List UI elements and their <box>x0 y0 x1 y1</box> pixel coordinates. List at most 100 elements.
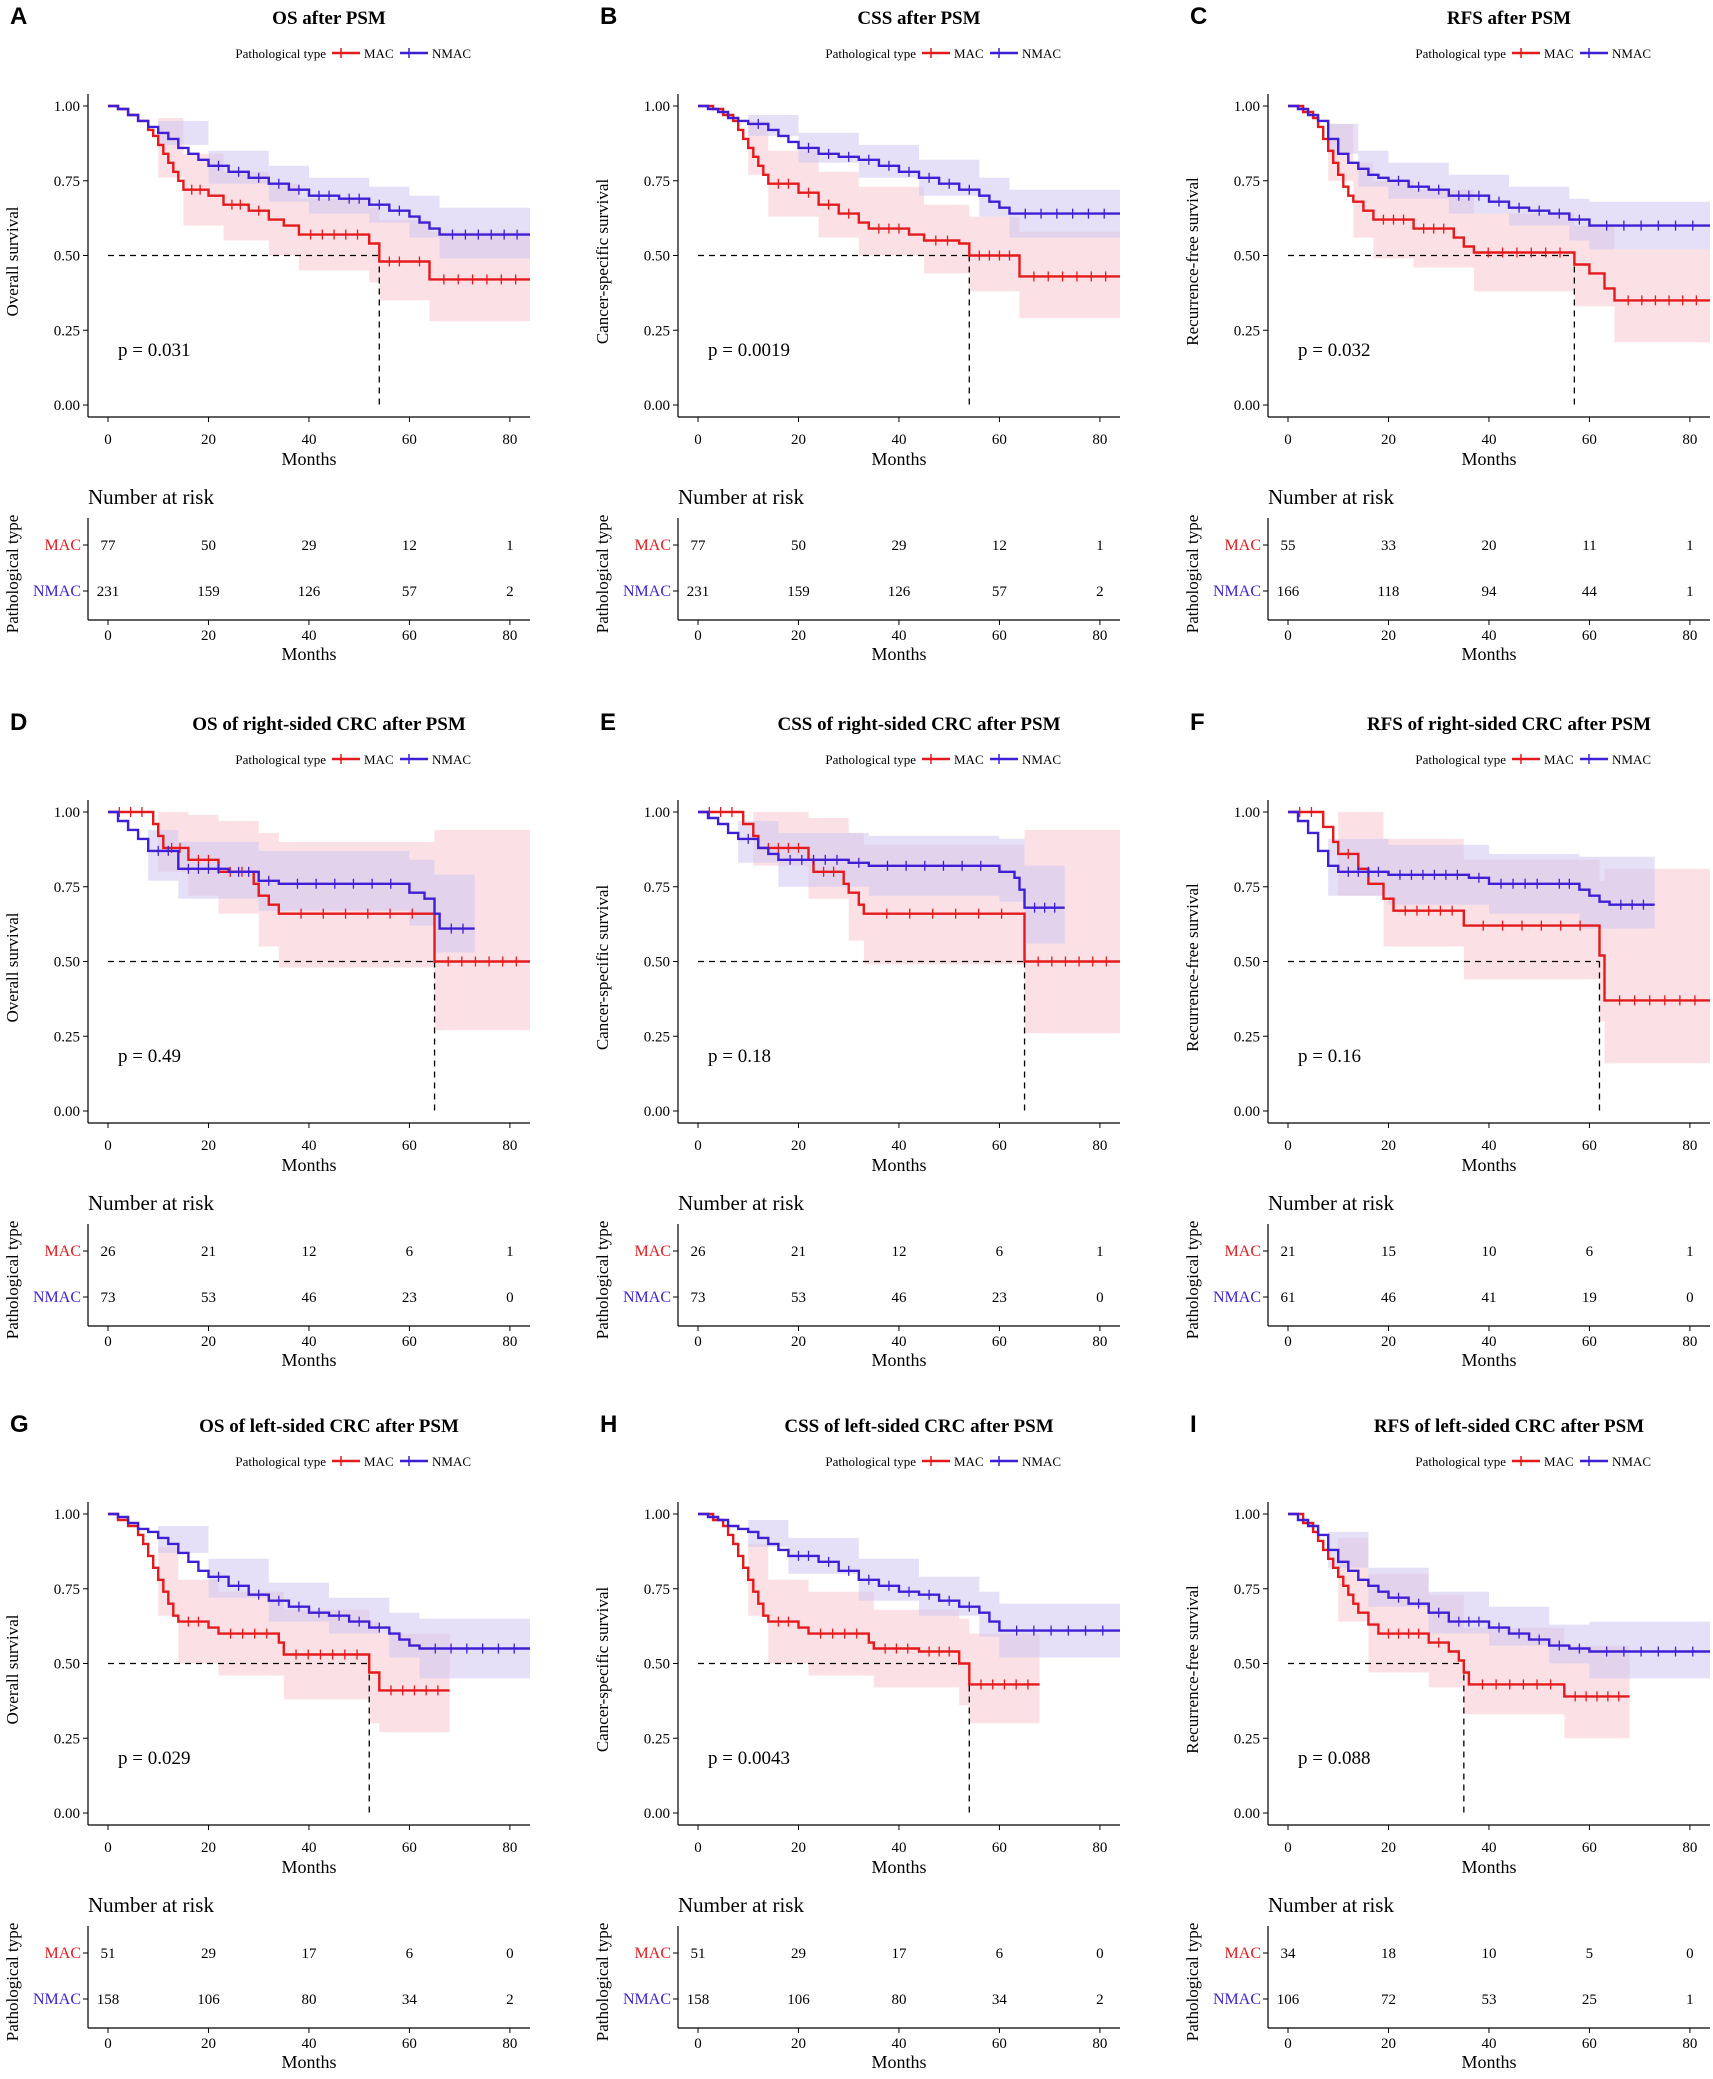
risk-x-tick-label: 20 <box>201 628 216 644</box>
y-tick-label: 0.00 <box>54 398 80 414</box>
risk-cell-mac: 21 <box>201 1244 216 1260</box>
legend-mac-label: MAC <box>364 752 394 767</box>
y-tick-label: 0.25 <box>1234 323 1260 339</box>
x-axis-label: Months <box>871 1155 926 1175</box>
legend-title: Pathological type <box>235 752 326 767</box>
y-tick-label: 0.75 <box>1234 880 1260 896</box>
y-tick-label: 1.00 <box>1234 1507 1260 1523</box>
risk-row-label-nmac: NMAC <box>623 583 671 600</box>
risk-cell-nmac: 166 <box>1277 584 1300 600</box>
censor-marks-mac <box>187 1616 439 1696</box>
censor-marks-nmac <box>217 160 518 240</box>
risk-table-title: Number at risk <box>1268 1893 1394 1917</box>
risk-cell-mac: 20 <box>1481 538 1496 554</box>
risk-x-tick-label: 80 <box>1682 2036 1697 2052</box>
risk-cell-mac: 10 <box>1481 1946 1496 1962</box>
y-tick-label: 0.00 <box>644 1104 670 1120</box>
legend-nmac-label: NMAC <box>1612 752 1651 767</box>
risk-x-tick-label: 0 <box>694 1334 702 1350</box>
km-curve-nmac <box>698 810 1065 909</box>
risk-cell-nmac: 73 <box>101 1290 116 1306</box>
risk-cell-nmac: 23 <box>992 1290 1007 1306</box>
risk-cell-mac: 12 <box>992 538 1007 554</box>
risk-cell-mac: 29 <box>891 538 906 554</box>
panel-g: G OS of left-sided CRC after PSM Pathologi… <box>3 1411 530 2072</box>
y-tick-label: 0.25 <box>644 1029 670 1045</box>
y-tick-label: 0.50 <box>644 955 670 971</box>
risk-x-tick-label: 20 <box>1381 2036 1396 2052</box>
panel-letter: F <box>1190 709 1205 736</box>
x-tick-label: 20 <box>1381 1138 1396 1154</box>
y-tick-label: 0.25 <box>1234 1731 1260 1747</box>
risk-x-tick-label: 40 <box>891 628 906 644</box>
risk-cell-mac: 12 <box>891 1244 906 1260</box>
risk-cell-nmac: 46 <box>1381 1290 1397 1306</box>
risk-x-tick-label: 40 <box>301 2036 316 2052</box>
p-value: p = 0.0019 <box>708 340 790 361</box>
x-tick-label: 0 <box>694 432 702 448</box>
x-tick-label: 40 <box>891 1840 906 1856</box>
plot-axes: 0.00 0.25 0.50 0.75 1.00 0 20 40 60 80 Months Recur… <box>1183 800 1710 1175</box>
y-tick-label: 0.25 <box>1234 1029 1260 1045</box>
censor-marks-mac <box>1382 214 1698 306</box>
legend-title: Pathological type <box>825 1454 916 1469</box>
x-tick-label: 40 <box>1481 1138 1496 1154</box>
panel-title: OS of left-sided CRC after PSM <box>199 1416 459 1437</box>
ci-band-nmac <box>698 812 1065 947</box>
x-tick-label: 40 <box>1481 1840 1496 1856</box>
risk-cell-mac: 1 <box>506 538 514 554</box>
panel-letter: C <box>1190 3 1207 30</box>
risk-x-tick-label: 60 <box>1582 628 1597 644</box>
y-tick-label: 0.75 <box>644 880 670 896</box>
risk-cell-nmac: 0 <box>1686 1290 1694 1306</box>
y-tick-label: 1.00 <box>54 805 80 821</box>
risk-x-axis-label: Months <box>281 644 336 664</box>
x-tick-label: 60 <box>992 1840 1007 1856</box>
panel-title: OS after PSM <box>272 8 386 29</box>
plot-axes: 0.00 0.25 0.50 0.75 1.00 0 20 40 60 80 Months Cance… <box>593 800 1120 1175</box>
legend: Pathological type MAC NMAC <box>235 46 471 61</box>
x-axis-label: Months <box>871 449 926 469</box>
risk-cell-nmac: 126 <box>298 584 321 600</box>
risk-x-tick-label: 40 <box>1481 1334 1496 1350</box>
censor-marks-nmac <box>797 1550 1104 1636</box>
x-axis-label: Months <box>1461 1857 1516 1877</box>
risk-x-tick-label: 40 <box>891 2036 906 2052</box>
x-tick-label: 40 <box>891 1138 906 1154</box>
legend: Pathological type MAC NMAC <box>1415 752 1651 767</box>
risk-table-title: Number at risk <box>88 1191 214 1215</box>
risk-cell-nmac: 0 <box>1096 1290 1104 1306</box>
y-tick-label: 0.75 <box>54 1582 80 1598</box>
legend-nmac-label: NMAC <box>1022 752 1061 767</box>
legend-title: Pathological type <box>1415 46 1506 61</box>
panel-letter: D <box>10 709 27 736</box>
risk-table: Number at risk MAC NMAC 26 21 12 6 1 73 53 46 23 0 0 2… <box>593 1191 1120 1370</box>
risk-cell-nmac: 53 <box>1481 1992 1496 2008</box>
km-curve-nmac <box>698 104 1120 215</box>
risk-cell-nmac: 2 <box>1096 584 1104 600</box>
risk-cell-nmac: 106 <box>197 1992 220 2008</box>
risk-cell-nmac: 72 <box>1381 1992 1396 2008</box>
x-tick-label: 0 <box>694 1138 702 1154</box>
risk-table-title: Number at risk <box>88 485 214 509</box>
ci-band-nmac <box>108 1514 530 1679</box>
risk-cell-nmac: 0 <box>506 1290 514 1306</box>
panel-d: D OS of right-sided CRC after PSM Patholog… <box>3 709 530 1370</box>
risk-cell-nmac: 34 <box>402 1992 418 2008</box>
risk-table: Number at risk MAC NMAC 26 21 12 6 1 73 53 46 23 0 0 2… <box>3 1191 530 1370</box>
risk-table-title: Number at risk <box>678 485 804 509</box>
risk-row-label-nmac: NMAC <box>1213 583 1261 600</box>
panel-a: A OS after PSM Pathological type MAC NMAC 0.0… <box>3 3 530 664</box>
risk-cell-nmac: 106 <box>787 1992 810 2008</box>
risk-cell-mac: 55 <box>1281 538 1296 554</box>
risk-cell-nmac: 23 <box>402 1290 417 1306</box>
legend: Pathological type MAC NMAC <box>1415 1454 1651 1469</box>
km-curve-mac <box>1288 1512 1630 1698</box>
risk-cell-nmac: 94 <box>1481 584 1497 600</box>
legend: Pathological type MAC NMAC <box>825 752 1061 767</box>
risk-table-title: Number at risk <box>88 1893 214 1917</box>
plot-axes: 0.00 0.25 0.50 0.75 1.00 0 20 40 60 80 Months Overa… <box>3 94 530 469</box>
y-tick-label: 1.00 <box>54 99 80 115</box>
panel-title: RFS after PSM <box>1447 8 1571 29</box>
